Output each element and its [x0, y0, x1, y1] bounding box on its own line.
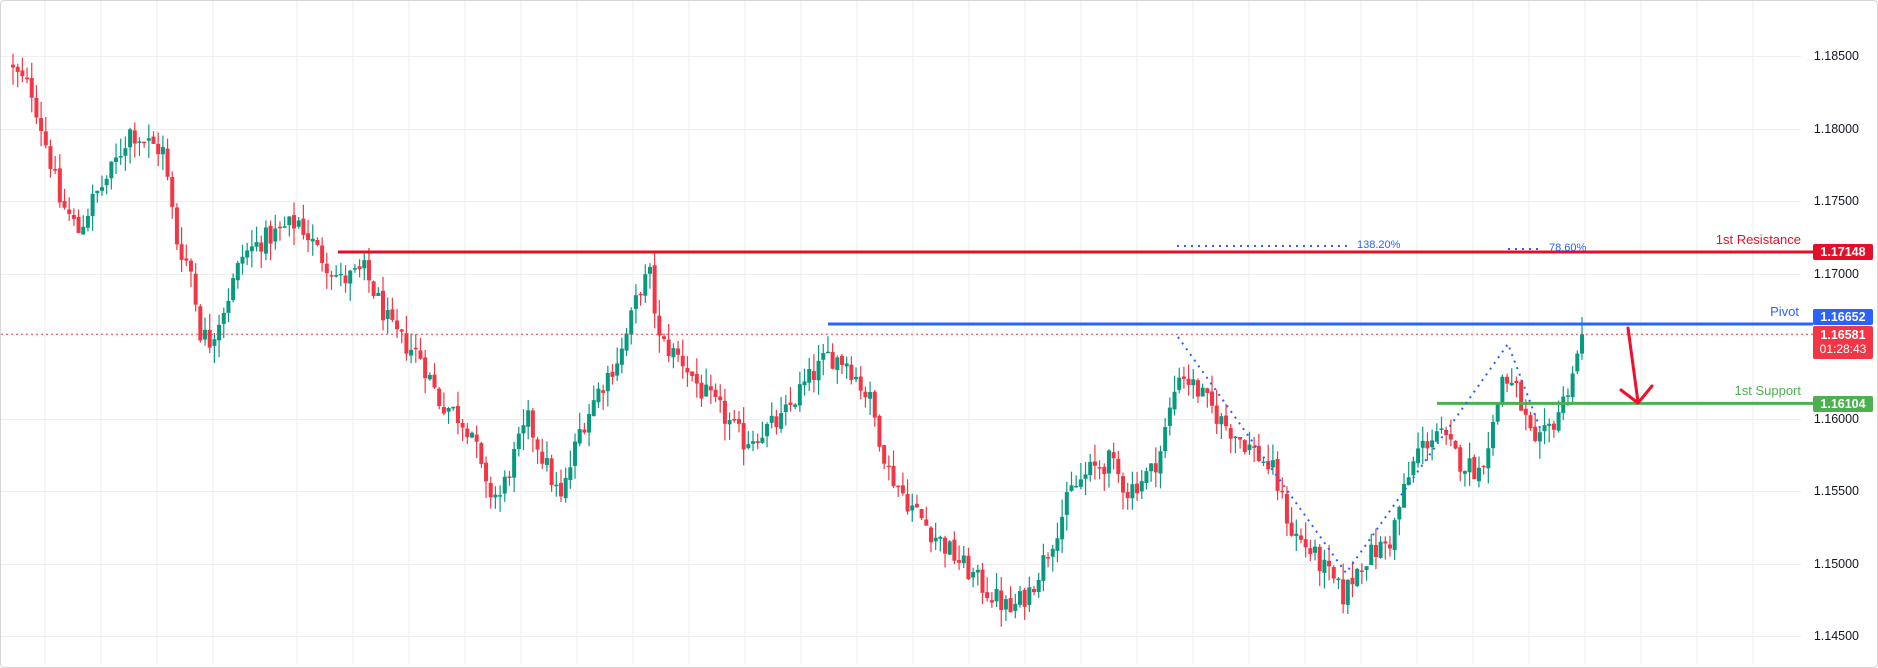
price-axis-tick: 1.15500	[1813, 484, 1859, 498]
price-axis-tick: 1.16000	[1813, 411, 1859, 426]
price-axis-tick: 1.18500	[1813, 49, 1859, 63]
resistance-label: 1st Resistance	[1715, 232, 1801, 247]
current-price-value: 1.16581	[1820, 328, 1866, 342]
price-axis-tick: 1.17000	[1813, 266, 1859, 281]
price-axis-tick: 1.18000	[1813, 121, 1859, 136]
resistance-price-tag: 1.17148	[1813, 244, 1873, 260]
pivot-label: Pivot	[1770, 304, 1799, 319]
grid-lines	[1, 1, 1801, 664]
support-price-tag: 1.16104	[1813, 396, 1873, 412]
support-label: 1st Support	[1734, 383, 1802, 398]
drawing-overlays	[1, 245, 1813, 575]
price-axis-tick: 1.17500	[1813, 194, 1859, 208]
fib-label-78: 78.60%	[1549, 242, 1587, 254]
bar-countdown: 01:28:43	[1819, 342, 1867, 356]
price-axis-tick: 1.14500	[1813, 629, 1859, 643]
current-price-tag: 1.16581 01:28:43	[1813, 326, 1873, 359]
candles	[11, 53, 1584, 627]
price-axis-tick: 1.15000	[1813, 556, 1859, 571]
pivot-price-tag: 1.16652	[1813, 309, 1873, 325]
fib-label-138: 138.20%	[1357, 239, 1401, 251]
